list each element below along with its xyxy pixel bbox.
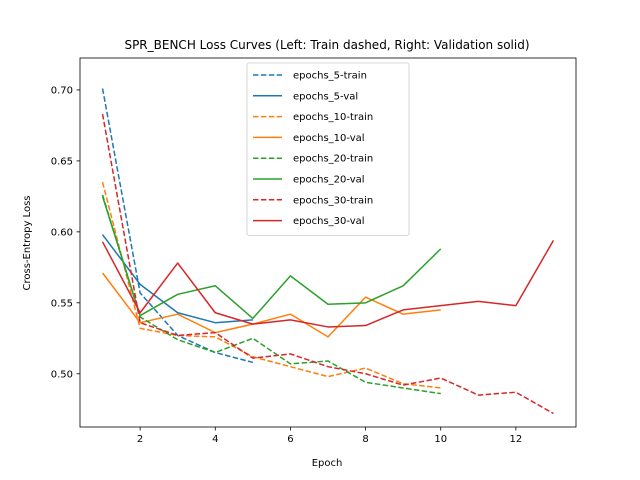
series-line-epochs_10-train xyxy=(101,181,441,389)
legend-box xyxy=(246,62,410,236)
axes: 2 4 6 8 10 12 0.50 0.55 0.60 0.65 0.70 xyxy=(51,57,577,445)
x-tick-label: 2 xyxy=(137,434,143,445)
y-tick-label: 0.70 xyxy=(51,85,73,96)
x-tick-label: 12 xyxy=(510,434,523,445)
series-line-epochs_10-val xyxy=(101,272,441,338)
x-tick-label: 6 xyxy=(287,434,293,445)
plot-frame xyxy=(79,57,577,428)
series-line-epochs_20-train xyxy=(101,194,441,395)
x-tick-label: 8 xyxy=(362,434,368,445)
legend-label-epochs_5-train: epochs_5-train xyxy=(293,71,367,82)
y-axis-label: Cross-Entropy Loss xyxy=(22,196,33,291)
series-line-epochs_30-val xyxy=(101,239,555,328)
x-tick-label: 10 xyxy=(434,434,447,445)
legend-label-epochs_10-val: epochs_10-val xyxy=(293,133,365,144)
x-axis-label: Epoch xyxy=(312,458,343,469)
legend-label-epochs_30-val: epochs_30-val xyxy=(293,216,365,227)
legend-label-epochs_10-train: epochs_10-train xyxy=(293,112,373,123)
y-tick-label: 0.60 xyxy=(51,227,73,238)
legend-label-epochs_30-train: epochs_30-train xyxy=(293,195,373,206)
y-tick-label: 0.65 xyxy=(51,156,73,167)
legend: epochs_5-train epochs_5-val epochs_10-trai… xyxy=(246,62,410,236)
legend-label-epochs_5-val: epochs_5-val xyxy=(293,91,358,102)
legend-label-epochs_20-val: epochs_20-val xyxy=(293,175,365,186)
y-tick-label: 0.55 xyxy=(51,298,73,309)
series-line-epochs_20-val xyxy=(101,196,442,320)
chart-title: SPR_BENCH Loss Curves (Left: Train dashe… xyxy=(124,38,529,52)
y-tick-label: 0.50 xyxy=(51,369,73,380)
series-line-epochs_30-train xyxy=(101,113,554,415)
plot-marks xyxy=(101,88,555,415)
legend-label-epochs_20-train: epochs_20-train xyxy=(293,154,373,165)
x-tick-label: 4 xyxy=(212,434,218,445)
series-line-epochs_5-val xyxy=(101,234,253,324)
series-line-epochs_5-train xyxy=(101,88,254,364)
